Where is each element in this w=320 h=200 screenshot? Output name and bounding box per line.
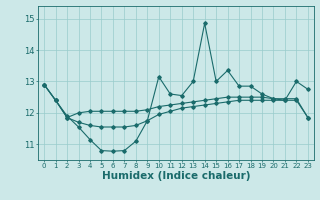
X-axis label: Humidex (Indice chaleur): Humidex (Indice chaleur) xyxy=(102,171,250,181)
